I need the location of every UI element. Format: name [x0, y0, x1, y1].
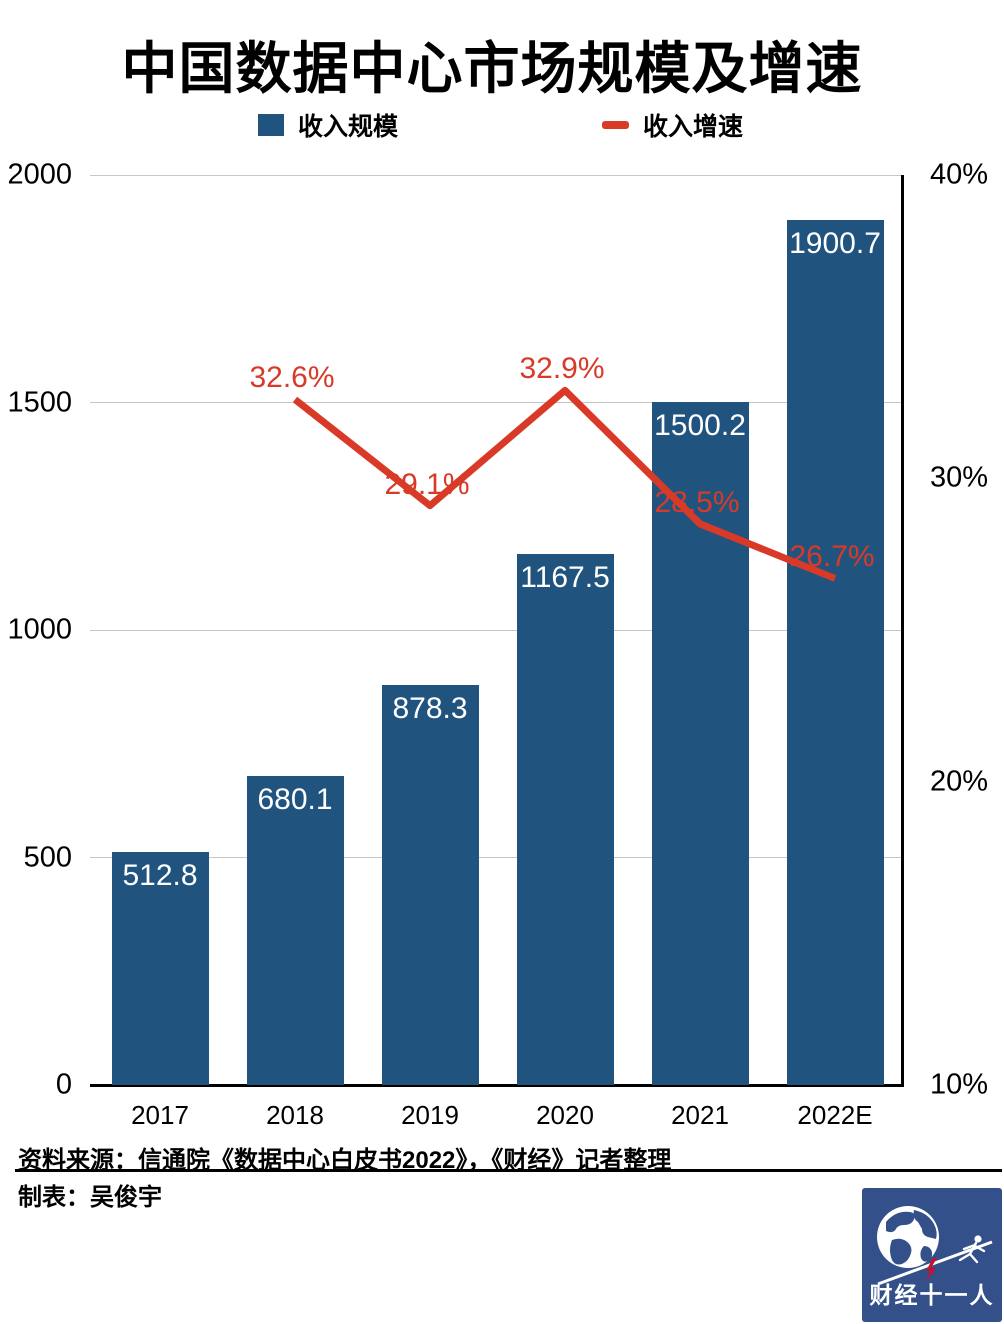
legend-line-dash-icon — [602, 121, 629, 129]
x-axis-label: 2018 — [266, 1100, 324, 1130]
x-axis-label: 2022E — [797, 1100, 873, 1130]
pct-axis-label: 20% — [930, 765, 989, 798]
y-axis-label: 2000 — [7, 158, 72, 191]
pct-axis-label: 10% — [930, 1068, 989, 1101]
bar-value-label: 512.8 — [122, 858, 198, 892]
line-value-label: 28.5% — [654, 485, 740, 519]
legend-item-growth: 收入增速 — [602, 110, 744, 141]
gridline — [90, 629, 901, 631]
logo-text: 财经十一人 — [870, 1282, 995, 1308]
bar-value-label: 1500.2 — [654, 409, 746, 443]
x-axis-label: 2021 — [671, 1100, 729, 1130]
x-axis-label: 2020 — [536, 1100, 594, 1130]
bar-value-label: 680.1 — [257, 782, 333, 816]
y-axis-label: 1000 — [7, 613, 72, 646]
bar-value-label: 878.3 — [392, 692, 468, 726]
pct-axis-label: 30% — [930, 461, 989, 494]
y-axis-label: 500 — [23, 841, 72, 873]
right-axis-line — [901, 175, 904, 1087]
runner-icon — [958, 1235, 986, 1264]
line-value-label: 26.7% — [789, 540, 875, 574]
bar-2017 — [111, 851, 209, 1085]
pct-axis-label: 40% — [930, 158, 989, 191]
gridline — [90, 402, 901, 403]
credit-note: 制表：吴俊宇 — [18, 1184, 162, 1211]
bar-value-label: 1900.7 — [789, 227, 881, 261]
gridline — [90, 857, 901, 858]
legend-item-revenue: 收入规模 — [258, 110, 399, 141]
line-value-label: 32.6% — [249, 361, 335, 395]
globe-icon — [877, 1206, 939, 1268]
legend-label-growth: 收入增速 — [643, 113, 744, 141]
growth-line — [292, 386, 837, 582]
x-axis-label: 2017 — [131, 1100, 189, 1130]
bar-2020 — [516, 553, 614, 1085]
x-axis-label: 2019 — [401, 1100, 459, 1130]
legend-bar-swatch-icon — [258, 114, 284, 136]
gridline — [90, 174, 901, 176]
bar-2022E — [786, 220, 884, 1085]
bar-2018 — [246, 775, 344, 1085]
caijing-logo: 财经十一人 — [862, 1188, 1002, 1322]
lightning-bolt-icon — [926, 1258, 937, 1282]
x-axis-line — [90, 1084, 904, 1087]
line-value-label: 32.9% — [519, 352, 605, 386]
y-axis-label: 1500 — [7, 386, 72, 418]
bar-value-label: 1167.5 — [520, 560, 610, 594]
caijing-logo-graphic: 财经十一人 — [862, 1188, 1002, 1322]
y-axis-label: 0 — [55, 1068, 72, 1101]
line-value-label: 29.1% — [384, 467, 470, 501]
footer-divider — [15, 1169, 1002, 1172]
legend-label-revenue: 收入规模 — [298, 113, 399, 141]
bar-2019 — [381, 685, 479, 1085]
chart-title: 中国数据中心市场规模及增速 — [121, 37, 863, 100]
